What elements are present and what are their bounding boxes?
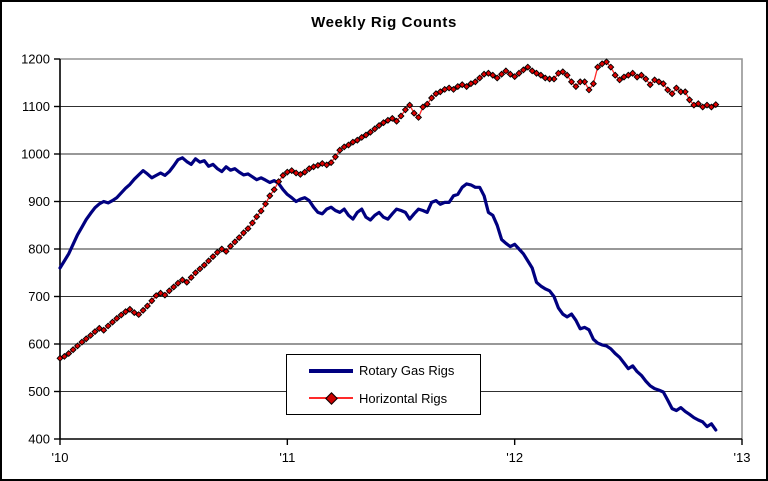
legend: Rotary Gas Rigs Horizontal Rigs xyxy=(286,354,481,415)
rotary-gas-rigs-line xyxy=(58,156,718,432)
x-tick-label-'11: '11 xyxy=(279,450,295,465)
legend-label-horizontal-rigs: Horizontal Rigs xyxy=(359,390,448,406)
blue-line-icon xyxy=(309,368,353,373)
y-tick-label-700: 700 xyxy=(28,289,50,304)
y-tick-label-900: 900 xyxy=(28,194,50,209)
x-tick-label-'10: '10 xyxy=(52,450,69,465)
y-tick-label-1000: 1000 xyxy=(21,147,50,162)
chart-title: Weekly Rig Counts xyxy=(311,14,457,31)
legend-item-horizontal-rigs: Horizontal Rigs xyxy=(309,386,480,410)
legend-item-rotary-gas-rigs: Rotary Gas Rigs xyxy=(309,359,480,383)
x-tick-label-'13: '13 xyxy=(734,450,751,465)
plot-border xyxy=(60,58,743,439)
horizontal-rigs-markers xyxy=(56,58,720,362)
diamond-marker-icon xyxy=(324,391,338,405)
y-tick-label-1200: 1200 xyxy=(21,52,50,67)
y-tick-label-1100: 1100 xyxy=(22,99,50,114)
y-tick-label-600: 600 xyxy=(28,337,50,352)
y-tick-label-800: 800 xyxy=(28,242,50,257)
y-tick-label-500: 500 xyxy=(28,384,50,399)
x-tick-label-'12: '12 xyxy=(506,450,523,465)
horizontal-rigs-line-sample xyxy=(309,391,353,405)
legend-label-rotary-gas-rigs: Rotary Gas Rigs xyxy=(359,363,455,379)
y-tick-label-400: 400 xyxy=(28,432,50,447)
